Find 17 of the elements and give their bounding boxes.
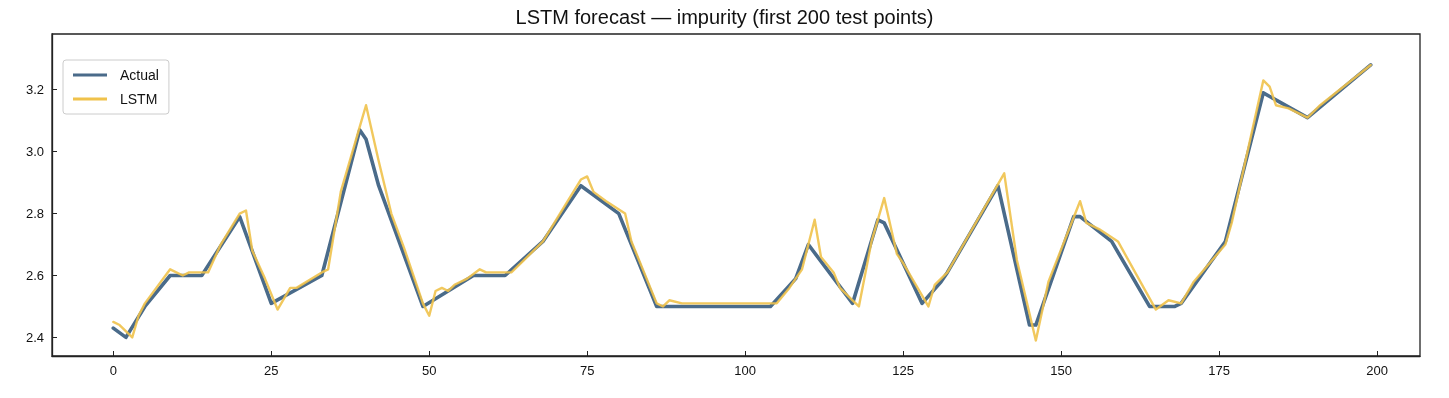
y-tick-label: 3.0 [25,144,44,160]
x-tick-label: 0 [109,363,117,378]
x-tick-label: 100 [734,363,757,378]
x-tick-label: 200 [1366,363,1388,378]
x-tick-label: 50 [421,363,437,378]
x-tick-label: 175 [1208,363,1230,378]
x-tick-label: 75 [579,363,595,378]
x-tick-label: 25 [264,363,279,378]
y-tick-label: 3.2 [25,82,44,98]
x-tick-label: 150 [1050,363,1072,378]
x-tick-label: 125 [892,363,914,378]
legend-label: LSTM [120,91,158,107]
legend-label: Actual [120,67,159,83]
y-tick-label: 2.4 [25,329,44,345]
y-tick-label: 2.6 [25,268,44,283]
chart-title: LSTM forecast — impurity (first 200 test points) [515,6,934,28]
y-tick-label: 2.8 [25,206,44,222]
